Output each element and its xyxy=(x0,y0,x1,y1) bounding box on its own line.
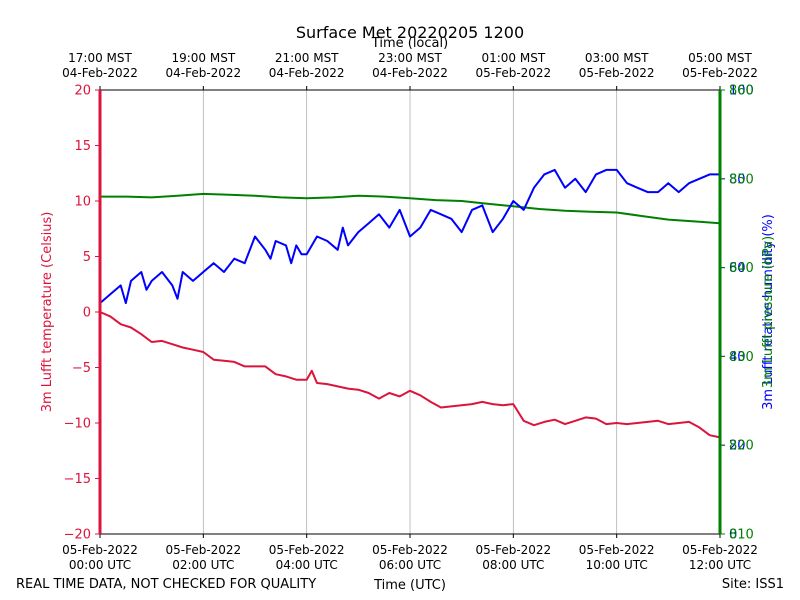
top-tick-time-5: 03:00 MST xyxy=(585,51,649,65)
temp-tick-label-4: 0 xyxy=(83,306,91,321)
temp-tick-label-5: 5 xyxy=(83,250,91,265)
temp-tick-label-2: −10 xyxy=(64,417,91,432)
top-tick-time-6: 05:00 MST xyxy=(688,51,752,65)
bottom-tick-date-1: 05-Feb-2022 xyxy=(165,543,241,557)
footer-quality-note: REAL TIME DATA, NOT CHECKED FOR QUALITY xyxy=(16,577,316,592)
bottom-axis-title: Time (UTC) xyxy=(373,578,446,593)
series-line-pressure xyxy=(100,192,721,225)
rh-tick-label-3: 60 xyxy=(729,261,746,276)
pressure-tick-label-1: 820 xyxy=(729,439,754,454)
left-axis-label: 3m Lufft temperature (Celsius) xyxy=(40,212,55,413)
left-axis-ticks: −20 −15 −10 −5 0 5 10 15 20 xyxy=(64,84,100,543)
bottom-tick-time-3: 06:00 UTC xyxy=(379,558,441,572)
bottom-tick-time-0: 00:00 UTC xyxy=(69,558,131,572)
bottom-tick-time-6: 12:00 UTC xyxy=(689,558,751,572)
top-tick-time-4: 01:00 MST xyxy=(481,51,545,65)
bottom-tick-time-2: 04:00 UTC xyxy=(276,558,338,572)
top-tick-time-0: 17:00 MST xyxy=(68,51,132,65)
bottom-tick-time-5: 10:00 UTC xyxy=(586,558,648,572)
top-tick-time-1: 19:00 MST xyxy=(171,51,235,65)
rh-tick-label-4: 80 xyxy=(729,172,746,187)
top-tick-date-4: 05-Feb-2022 xyxy=(475,66,551,80)
right-axis-label-main: 3m Lufft pressure (hPa) xyxy=(761,236,776,388)
top-tick-date-0: 04-Feb-2022 xyxy=(62,66,138,80)
bottom-tick-date-0: 05-Feb-2022 xyxy=(62,543,138,557)
temp-tick-label-8: 20 xyxy=(74,84,91,99)
temp-tick-label-6: 10 xyxy=(74,195,91,210)
top-tick-date-1: 04-Feb-2022 xyxy=(165,66,241,80)
grid-lines xyxy=(202,90,618,534)
top-tick-date-6: 05-Feb-2022 xyxy=(682,66,758,80)
pressure-tick-label-0: 810 xyxy=(729,528,754,543)
rh-tick-label-1: 20 xyxy=(729,439,746,454)
bottom-tick-date-6: 05-Feb-2022 xyxy=(682,543,758,557)
pressure-tick-label-5: 860 xyxy=(729,84,754,99)
top-tick-date-2: 04-Feb-2022 xyxy=(269,66,345,80)
temp-tick-label-7: 15 xyxy=(74,139,91,154)
top-tick-date-3: 04-Feb-2022 xyxy=(372,66,448,80)
top-tick-date-5: 05-Feb-2022 xyxy=(579,66,655,80)
bottom-tick-date-5: 05-Feb-2022 xyxy=(579,543,655,557)
bottom-tick-time-4: 08:00 UTC xyxy=(482,558,544,572)
right-axis-ticks: 0 20 40 60 80 100 810 820 830 840 850 860 xyxy=(720,84,754,543)
bottom-tick-date-4: 05-Feb-2022 xyxy=(475,543,551,557)
bottom-tick-date-3: 05-Feb-2022 xyxy=(372,543,448,557)
rh-tick-label-2: 40 xyxy=(729,350,746,365)
temp-tick-label-1: −15 xyxy=(64,472,91,487)
series-lines xyxy=(99,168,721,439)
top-tick-time-3: 23:00 MST xyxy=(378,51,442,65)
pressure-tick-label-4: 850 xyxy=(729,172,754,187)
rh-tick-label-0: 0 xyxy=(729,528,737,543)
footer-site-label: Site: ISS1 xyxy=(722,577,784,592)
rh-tick-label-5: 100 xyxy=(729,84,754,99)
chart-title: Surface Met 20220205 1200 xyxy=(296,23,524,42)
pressure-tick-label-3: 840 xyxy=(729,261,754,276)
right-axis-label-overlap: 3m Lufft relative humidity (%) xyxy=(761,214,776,410)
series-line-temperature xyxy=(99,311,721,439)
bottom-tick-date-2: 05-Feb-2022 xyxy=(269,543,345,557)
bottom-tick-time-1: 02:00 UTC xyxy=(172,558,234,572)
top-tick-time-2: 21:00 MST xyxy=(275,51,339,65)
top-axis-title: Time (local) xyxy=(371,36,448,51)
pressure-tick-label-2: 830 xyxy=(729,350,754,365)
series-line-relative-humidity xyxy=(99,168,720,305)
temp-tick-label-3: −5 xyxy=(72,361,91,376)
temp-tick-label-0: −20 xyxy=(64,528,91,543)
